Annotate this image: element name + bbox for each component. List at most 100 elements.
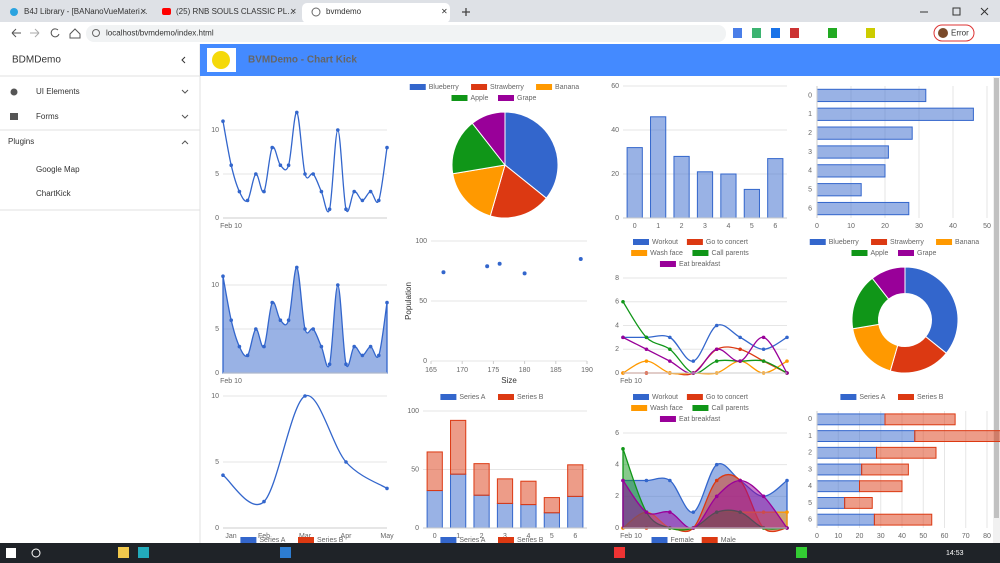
omnibox[interactable] [86,25,726,42]
y-tick-label: 4 [615,462,619,469]
extension[interactable] [828,28,837,38]
forward[interactable] [30,28,40,38]
point [245,353,250,358]
legend-label: Series B [517,537,544,544]
chevron[interactable] [181,114,189,119]
line [222,111,388,213]
tab[interactable] [2,4,148,22]
legend-swatch [871,239,888,245]
y-tick-label: 0 [808,92,812,99]
x-tick-label: 3 [503,533,507,540]
menu-item[interactable]: Plugins [8,137,34,146]
x-tick-label: 4 [526,533,530,540]
taskbar-app[interactable] [280,547,291,558]
taskbar-app[interactable] [614,547,625,558]
new-tab[interactable] [462,8,470,16]
bar [567,464,584,497]
point [229,163,233,167]
x-tick-label: 6 [573,533,577,540]
reload[interactable] [50,28,60,38]
point [295,110,299,115]
submenu-item[interactable]: Google Map [36,165,80,174]
x-tick-label: 165 [425,367,437,374]
point [621,478,625,483]
x-tick-label: Jan [225,533,236,540]
legend-swatch [498,537,514,543]
taskbar-app[interactable] [118,547,129,558]
x-tick-label: 0 [815,223,819,230]
scroll-thumb[interactable] [994,78,999,518]
restore[interactable] [952,7,961,16]
extension[interactable] [866,28,875,38]
y-tick-label: 4 [615,322,619,329]
legend-label: Banana [955,239,979,246]
app-bar [200,44,1000,76]
home[interactable] [69,28,81,39]
bar [884,413,956,426]
back[interactable] [11,28,21,38]
x-tick-label: 2 [480,533,484,540]
extension[interactable] [771,28,780,38]
menu-item[interactable]: Forms [36,112,59,121]
bar [626,147,643,219]
taskbar-app[interactable] [138,547,149,558]
y-tick-label: 2 [615,346,619,353]
bar [861,463,909,476]
tab-close[interactable]: ✕ [290,7,297,16]
pie-slice [471,111,506,167]
point [295,265,299,270]
chevron[interactable] [181,89,189,94]
active-tab[interactable] [302,3,450,23]
point [485,264,490,269]
collapse[interactable] [181,56,186,64]
site-info[interactable] [92,29,100,37]
legend-swatch [440,537,457,543]
legend-label: Series A [459,537,485,544]
start-button[interactable] [6,548,16,558]
search[interactable] [31,548,41,558]
y-tick-label: 0 [215,370,219,377]
taskbar-app[interactable] [796,547,807,558]
x-tick-label: 20 [856,533,864,540]
legend-swatch [631,250,648,256]
tab-close[interactable]: ✕ [140,7,147,16]
extension[interactable] [752,28,761,38]
x-tick-label: 0 [815,533,819,540]
tab[interactable] [152,4,298,22]
legend-swatch [701,537,718,543]
x-tick-label: 4 [726,223,730,230]
point [344,362,348,367]
point [245,198,250,203]
x-tick-label: 50 [983,223,991,230]
legend-swatch [240,537,257,543]
legend-label: Banana [555,84,579,91]
tab-title: B4J Library - [BANanoVueMateri… [24,7,148,16]
x-tick-label: 185 [550,367,562,374]
extension[interactable] [733,28,742,38]
point [286,318,291,323]
menu-item[interactable]: UI Elements [36,87,80,96]
chevron[interactable] [181,140,189,145]
bar [696,171,714,219]
tab-icon [311,7,321,17]
bar [816,463,863,476]
point [270,300,275,305]
legend-swatch [936,239,953,245]
legend-swatch [471,84,488,90]
extension[interactable] [790,28,799,38]
point [785,510,789,514]
y-tick-label: 6 [808,516,812,523]
point [278,318,283,323]
x-axis-title: Size [501,376,517,385]
url[interactable]: localhost/bvmdemo/index.html [106,29,214,38]
y-tick-label: 6 [615,430,619,437]
point [714,462,719,467]
submenu-item[interactable]: ChartKick [36,189,72,198]
menu-icon [10,113,18,120]
point [377,353,381,358]
bar [673,155,690,219]
close-window[interactable] [980,7,989,16]
point [738,335,742,340]
tab-close[interactable]: ✕ [441,7,448,16]
x-tick-label: 20 [881,223,889,230]
